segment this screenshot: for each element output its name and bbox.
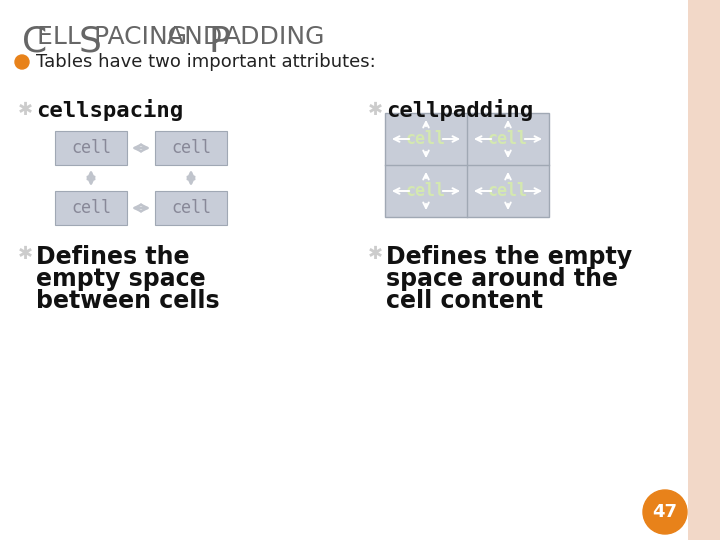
FancyBboxPatch shape bbox=[55, 131, 127, 165]
Text: cell: cell bbox=[406, 182, 446, 200]
FancyBboxPatch shape bbox=[55, 191, 127, 225]
Text: AND: AND bbox=[167, 25, 230, 49]
Text: space around the: space around the bbox=[386, 267, 618, 291]
Text: cell content: cell content bbox=[386, 289, 543, 313]
Text: cell: cell bbox=[171, 139, 211, 157]
FancyBboxPatch shape bbox=[155, 131, 227, 165]
Circle shape bbox=[15, 55, 29, 69]
Text: Defines the: Defines the bbox=[36, 245, 189, 269]
Text: cell: cell bbox=[71, 139, 111, 157]
Text: cellspacing: cellspacing bbox=[36, 99, 183, 121]
Text: cell: cell bbox=[488, 130, 528, 148]
Text: ✱: ✱ bbox=[368, 101, 383, 119]
Text: ELL: ELL bbox=[37, 25, 89, 49]
Text: C: C bbox=[22, 25, 48, 59]
Text: cell: cell bbox=[406, 130, 446, 148]
FancyBboxPatch shape bbox=[155, 191, 227, 225]
Text: Tables have two important attributes:: Tables have two important attributes: bbox=[36, 53, 376, 71]
Text: ✱: ✱ bbox=[18, 101, 33, 119]
Bar bbox=[688, 0, 720, 540]
FancyBboxPatch shape bbox=[385, 113, 549, 217]
Text: 47: 47 bbox=[652, 503, 678, 521]
Text: S: S bbox=[79, 25, 102, 59]
Text: P: P bbox=[209, 25, 230, 59]
Text: between cells: between cells bbox=[36, 289, 220, 313]
Text: empty space: empty space bbox=[36, 267, 206, 291]
Text: ✱: ✱ bbox=[368, 245, 383, 263]
Text: cell: cell bbox=[71, 199, 111, 217]
Text: cell: cell bbox=[488, 182, 528, 200]
Text: ✱: ✱ bbox=[18, 245, 33, 263]
Text: cell: cell bbox=[171, 199, 211, 217]
Text: cellpadding: cellpadding bbox=[386, 99, 533, 121]
Text: ADDING: ADDING bbox=[224, 25, 325, 49]
Text: Defines the empty: Defines the empty bbox=[386, 245, 632, 269]
Text: PACING: PACING bbox=[94, 25, 195, 49]
Circle shape bbox=[643, 490, 687, 534]
